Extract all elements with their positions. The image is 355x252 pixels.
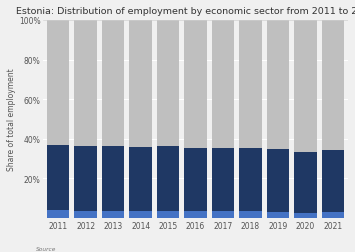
Bar [129,211,152,218]
Bar [212,211,234,218]
Bar [294,152,317,213]
Bar [129,147,152,211]
Text: Source: Source [36,246,56,251]
Bar [212,21,234,148]
Bar [102,147,125,211]
Bar [102,21,125,147]
Bar [75,211,97,218]
Bar [322,150,344,212]
Bar [184,21,207,149]
Bar [47,210,70,218]
Bar [267,150,289,212]
Bar [47,145,70,210]
Bar [239,211,262,218]
Bar [294,213,317,218]
Bar [267,21,289,150]
Bar [75,21,97,146]
Bar [184,149,207,211]
Bar [239,149,262,211]
Bar [212,148,234,211]
Bar [75,146,97,211]
Bar [267,212,289,218]
Bar [157,147,179,211]
Bar [322,21,344,150]
Y-axis label: Share of total employment: Share of total employment [7,68,16,171]
Bar [47,21,70,145]
Bar [239,21,262,149]
Bar [157,211,179,218]
Bar [102,211,125,218]
Bar [294,21,317,152]
Bar [157,21,179,147]
Title: Estonia: Distribution of employment by economic sector from 2011 to 2021: Estonia: Distribution of employment by e… [16,7,355,16]
Bar [322,212,344,218]
Bar [129,21,152,147]
Bar [184,211,207,218]
